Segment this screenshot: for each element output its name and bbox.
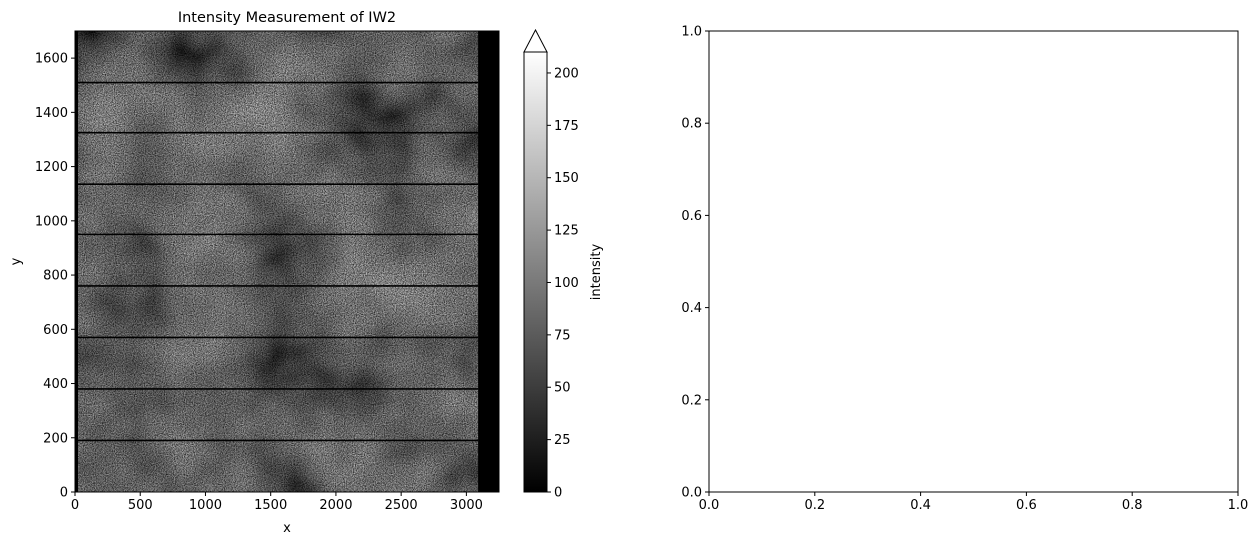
empty-axes-frame bbox=[709, 31, 1238, 492]
colorbar-tick-label: 175 bbox=[554, 119, 579, 134]
y-tick-label: 0.0 bbox=[681, 486, 702, 501]
colorbar-ticks: 0 25 50 75 100 125 150 175 200 bbox=[547, 66, 579, 500]
y-tick-label: 400 bbox=[43, 377, 68, 392]
colorbar-label: intensity bbox=[589, 244, 604, 301]
colorbar-tick-label: 50 bbox=[554, 381, 571, 396]
y-tick-label: 200 bbox=[43, 431, 68, 446]
x-tick-label: 2500 bbox=[385, 498, 418, 513]
y-tick-label: 1400 bbox=[35, 106, 68, 121]
colorbar-extend-arrow bbox=[524, 30, 547, 52]
x-tick-label: 1.0 bbox=[1228, 498, 1249, 513]
y-tick-label: 1600 bbox=[35, 52, 68, 67]
colorbar-tick-label: 75 bbox=[554, 328, 571, 343]
intensity-image-axes: 0 500 1000 1500 2000 2500 3000 0 200 400 600 800 10… bbox=[9, 10, 499, 536]
x-tick-label: 0.4 bbox=[910, 498, 931, 513]
image-y-ticks: 0 200 400 600 800 1000 1200 1400 1600 bbox=[35, 52, 75, 501]
colorbar-gradient bbox=[524, 52, 547, 492]
intensity-colorbar: 0 25 50 75 100 125 150 175 200 intensity bbox=[524, 30, 604, 501]
y-axis-label: y bbox=[9, 257, 24, 265]
colorbar-tick-label: 100 bbox=[554, 276, 579, 291]
chart-title: Intensity Measurement of IW2 bbox=[178, 10, 396, 26]
y-tick-label: 1200 bbox=[35, 160, 68, 175]
y-tick-label: 1000 bbox=[35, 214, 68, 229]
colorbar-tick-label: 150 bbox=[554, 171, 579, 186]
y-tick-label: 800 bbox=[43, 269, 68, 284]
colorbar-tick-label: 200 bbox=[554, 66, 579, 81]
x-axis-label: x bbox=[283, 521, 291, 536]
y-tick-label: 0.4 bbox=[681, 301, 702, 316]
image-x-ticks: 0 500 1000 1500 2000 2500 3000 bbox=[71, 492, 483, 513]
x-tick-label: 0.6 bbox=[1016, 498, 1037, 513]
empty-y-ticks: 0.0 0.2 0.4 0.6 0.8 1.0 bbox=[681, 25, 709, 501]
empty-axes: 0.0 0.2 0.4 0.6 0.8 1.0 0.0 0.2 0.4 0.6 0.8 1.0 bbox=[681, 25, 1248, 514]
colorbar-tick-label: 25 bbox=[554, 433, 571, 448]
y-tick-label: 1.0 bbox=[681, 25, 702, 40]
y-tick-label: 0.8 bbox=[681, 117, 702, 132]
colorbar-tick-label: 125 bbox=[554, 224, 579, 239]
x-tick-label: 0.2 bbox=[804, 498, 825, 513]
empty-x-ticks: 0.0 0.2 0.4 0.6 0.8 1.0 bbox=[699, 492, 1249, 513]
y-tick-label: 0.2 bbox=[681, 393, 702, 408]
y-tick-label: 600 bbox=[43, 323, 68, 338]
y-tick-label: 0.6 bbox=[681, 209, 702, 224]
sar-intensity-image bbox=[78, 31, 478, 492]
x-tick-label: 3000 bbox=[450, 498, 483, 513]
x-tick-label: 0.8 bbox=[1122, 498, 1143, 513]
x-tick-label: 0 bbox=[71, 498, 79, 513]
x-tick-label: 1500 bbox=[254, 498, 287, 513]
colorbar-tick-label: 0 bbox=[554, 486, 562, 501]
y-tick-label: 0 bbox=[60, 486, 68, 501]
x-tick-label: 2000 bbox=[319, 498, 352, 513]
x-tick-label: 1000 bbox=[189, 498, 222, 513]
no-data-strip bbox=[478, 31, 499, 492]
x-tick-label: 500 bbox=[128, 498, 153, 513]
